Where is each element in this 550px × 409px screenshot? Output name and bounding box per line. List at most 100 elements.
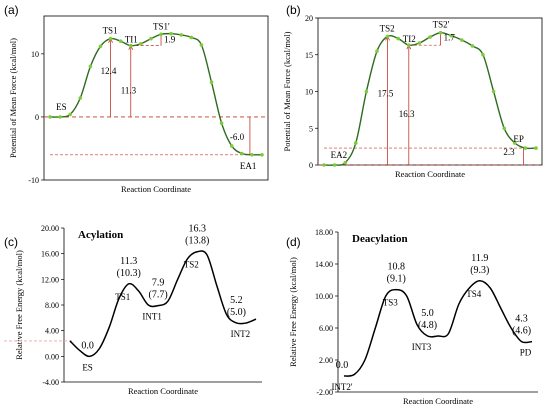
data-point	[78, 96, 83, 100]
state-label: INT2'	[331, 382, 352, 392]
data-point	[385, 34, 390, 39]
energy-subvalue: (9.1)	[387, 274, 406, 285]
point-label: TS2'	[433, 20, 450, 30]
data-point	[449, 33, 454, 38]
energy-subvalue: (13.8)	[185, 236, 209, 247]
energy-value: 11.3	[120, 256, 137, 267]
data-point	[58, 115, 62, 119]
data-point	[470, 44, 475, 48]
panel-label: (b)	[286, 3, 301, 17]
data-point	[491, 89, 496, 94]
y-tick-label: 4.00	[45, 327, 59, 336]
data-point	[322, 163, 326, 167]
y-axis-label: Potential of Mean Force (kcal/mol)	[282, 31, 292, 151]
y-tick-label: -10	[28, 176, 39, 185]
data-point	[502, 126, 507, 131]
barrier-value: 2.3	[503, 147, 515, 157]
y-tick-label: 12.00	[41, 275, 59, 284]
y-axis-label: Relative Free Energy (kcal/mol)	[14, 250, 24, 360]
energy-value: 5.0	[421, 308, 434, 319]
state-label: TS4	[466, 289, 482, 299]
data-point	[219, 121, 224, 126]
energy-curve	[343, 280, 533, 377]
energy-subvalue: (10.3)	[117, 268, 141, 279]
barrier-value: -6.0	[230, 132, 245, 142]
y-tick-label: 18.00	[315, 228, 333, 237]
data-point	[396, 36, 401, 41]
data-point	[159, 32, 163, 37]
data-point	[149, 36, 153, 41]
data-point	[481, 52, 485, 57]
data-point	[438, 30, 443, 35]
data-point	[199, 43, 204, 47]
y-tick-label: 20.00	[41, 224, 59, 233]
state-label: ES	[82, 362, 93, 372]
chart-panel-3: (c) 20.00 16.00 12.00 8.00 4.00 0.00 -4.00 React…	[4, 224, 262, 396]
data-point	[343, 160, 348, 165]
barrier-value: 1.7	[444, 33, 456, 43]
chart-title: Acylation	[78, 229, 123, 241]
point-label: ES	[56, 102, 67, 112]
barrier-value: 17.5	[378, 89, 394, 99]
energy-value: 11.9	[471, 253, 488, 264]
y-axis-label: Relative Free Energy (kcal/mol)	[288, 257, 298, 367]
point-label: TS2	[380, 23, 395, 33]
barrier-value: 11.3	[121, 85, 137, 95]
energy-value: 5.2	[230, 295, 243, 306]
chart-panel-4: (d) 18.00 14.00 10.00 6.00 2.00 -2.00 Reaction …	[286, 228, 538, 406]
state-label: TS1	[115, 292, 130, 302]
data-point	[169, 31, 173, 36]
y-tick-label: 10	[31, 50, 39, 59]
y-tick-label: -2.00	[316, 388, 333, 397]
panel-label: (a)	[4, 3, 19, 17]
data-point	[209, 80, 214, 85]
data-point	[139, 41, 143, 46]
data-point	[375, 49, 379, 53]
point-label: TI2	[403, 34, 416, 44]
chart-title: Deacylation	[352, 233, 408, 245]
y-tick-label: -4.00	[42, 378, 59, 387]
energy-subvalue: (4.6)	[512, 326, 531, 337]
data-point	[417, 41, 422, 45]
chart-panel-1: (a) 10 0 -10 Reaction Coordinate Potential of…	[4, 3, 269, 194]
energy-curve	[69, 250, 257, 358]
y-tick-label: 15	[305, 51, 313, 60]
barrier-value: 12.4	[101, 66, 117, 76]
barrier-value: 1.9	[164, 34, 176, 44]
state-label: PD	[520, 348, 532, 358]
pmf-curve	[323, 31, 537, 166]
state-label: TS2	[184, 260, 199, 270]
energy-value: 0.0	[81, 340, 94, 351]
plot-frame	[43, 15, 269, 181]
plot-frame	[317, 17, 543, 166]
data-point	[68, 112, 72, 117]
panel-label: (d)	[286, 235, 301, 249]
y-tick-label: 0	[309, 161, 313, 170]
data-point	[229, 144, 234, 148]
data-point	[250, 152, 254, 157]
point-label: EP	[513, 134, 524, 144]
point-label: TS1'	[153, 21, 170, 31]
data-point	[118, 39, 123, 44]
data-point	[428, 35, 432, 39]
point-label: EA2	[331, 150, 348, 160]
data-point	[460, 38, 464, 42]
y-tick-label: 6.00	[319, 324, 333, 333]
data-point	[523, 146, 528, 150]
y-tick-label: 0.00	[45, 352, 59, 361]
data-point	[354, 141, 358, 145]
panel-label: (c)	[4, 235, 18, 249]
chart-panel-2: (b) 20 15 10 5 0 Reaction Coordinate Potential …	[282, 3, 543, 179]
energy-subvalue: (5.0)	[227, 307, 246, 318]
energy-value: 4.3	[515, 314, 528, 325]
energy-value: 10.8	[387, 262, 405, 273]
data-point	[260, 152, 264, 157]
y-tick-label: 14.00	[315, 260, 333, 269]
barrier-value: 16.3	[399, 109, 415, 119]
energy-subvalue: (4.8)	[418, 320, 437, 331]
state-label: INT2	[231, 329, 251, 339]
y-tick-label: 8.00	[45, 301, 59, 310]
data-point	[332, 163, 337, 167]
y-tick-label: 20	[305, 14, 313, 23]
